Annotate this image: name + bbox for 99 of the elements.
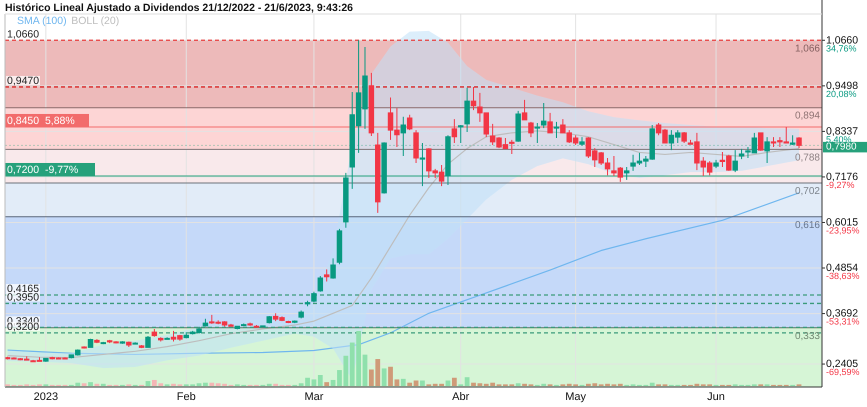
ref-line-label: 0,9470 — [7, 74, 40, 87]
y-tick-label: 0,9498 — [826, 80, 858, 92]
candlestick — [266, 316, 272, 324]
candlestick — [145, 336, 151, 348]
bar — [146, 381, 150, 386]
candlestick — [522, 99, 528, 120]
y-tick-label: 0,4854 — [826, 262, 858, 274]
candlestick — [713, 159, 719, 169]
bar — [400, 378, 406, 386]
candlestick — [94, 338, 100, 344]
candlestick — [400, 116, 406, 156]
text: BOLL (20) — [71, 15, 120, 27]
candlestick — [554, 121, 560, 138]
candlestick — [260, 324, 266, 328]
candlestick — [624, 166, 630, 180]
candlestick — [381, 142, 387, 194]
candlestick — [738, 148, 744, 160]
candlestick — [120, 340, 126, 344]
candlestick — [470, 86, 476, 111]
bar — [650, 382, 655, 386]
text: -53,31% — [826, 316, 860, 327]
candlestick — [796, 136, 802, 149]
x-tick-label: Abr — [452, 391, 470, 403]
candlestick — [126, 341, 132, 348]
candlestick — [164, 336, 170, 340]
candlestick — [540, 102, 546, 129]
candlestick — [88, 338, 94, 348]
band-label: 0,702 — [794, 186, 820, 198]
candlestick — [138, 344, 144, 349]
candlestick — [732, 150, 738, 173]
x-tick-label: 2023 — [34, 391, 58, 403]
x-tick-label: May — [565, 391, 587, 403]
y-tick-label: 1,0660 — [826, 34, 858, 46]
candlestick — [452, 118, 458, 144]
candlestick — [368, 72, 374, 136]
candlestick — [528, 121, 534, 138]
candlestick — [420, 142, 426, 187]
candlestick — [324, 268, 330, 282]
candlestick — [375, 132, 380, 214]
candlestick — [758, 132, 764, 152]
candlestick — [247, 322, 253, 326]
x-tick-label: Feb — [176, 391, 196, 403]
y-tick-label: 0,6015 — [826, 216, 858, 228]
candlestick — [534, 122, 540, 144]
candlestick — [254, 324, 260, 328]
ref-line-label: 0,8450 5,88% — [7, 114, 75, 127]
candlestick — [292, 320, 298, 324]
x-tick-label: Mar — [304, 391, 324, 403]
candlestick — [298, 310, 304, 319]
candlestick — [311, 291, 317, 303]
bar — [382, 368, 387, 386]
candlestick — [547, 112, 553, 134]
candlestick — [790, 134, 796, 146]
candlestick — [764, 136, 770, 164]
candlestick — [343, 172, 349, 228]
candlestick — [81, 346, 87, 350]
candlestick — [100, 341, 106, 345]
candlestick — [406, 114, 412, 131]
candlestick — [458, 124, 464, 144]
ref-line-label: 0,7200 -9,77% — [7, 164, 78, 176]
y-tick-label: 0,7176 — [826, 170, 858, 183]
candlestick — [43, 357, 49, 362]
band-label: 0,616 — [794, 220, 820, 231]
y-tick-label: 0,8337 — [826, 125, 858, 138]
ref-line-label: 1,0660 — [7, 28, 40, 40]
candlestick — [464, 87, 470, 133]
chart-title: Histórico Lineal Ajustado a Dividendos 21/12/2022 - 21/6/2023, 9:43:26 — [5, 2, 354, 14]
text: -38,63% — [826, 271, 860, 281]
bar — [446, 380, 450, 386]
x-tick-label: Jun — [707, 391, 725, 403]
bar — [88, 382, 93, 386]
candlestick — [132, 342, 138, 345]
candlestick — [184, 332, 190, 339]
candlestick — [304, 300, 310, 307]
bar — [452, 378, 457, 386]
ref-line-label: 0,3950 — [7, 291, 40, 304]
text: -69,59% — [826, 367, 860, 378]
bar — [324, 382, 330, 386]
candlestick — [445, 134, 451, 186]
candlestick — [330, 258, 336, 280]
band-label: 0,788 — [794, 152, 820, 164]
candlestick — [152, 328, 158, 338]
candlestick — [515, 110, 521, 142]
candlestick — [413, 130, 419, 164]
text: SMA (100) — [17, 15, 67, 27]
band-label: 0,894 — [794, 110, 820, 122]
candlestick — [318, 276, 324, 292]
bar — [209, 382, 214, 386]
candlestick — [286, 320, 292, 324]
ref-line-label: 0,7980 — [826, 142, 858, 153]
candlestick — [336, 228, 342, 265]
candlestick — [202, 318, 208, 328]
candlestick — [681, 132, 687, 144]
bar — [420, 380, 425, 386]
candlestick — [579, 136, 585, 146]
band-label: 1,066 — [794, 43, 820, 54]
candlestick — [158, 336, 164, 342]
band-label: 0,333 — [794, 330, 820, 342]
candlestick — [509, 139, 515, 155]
